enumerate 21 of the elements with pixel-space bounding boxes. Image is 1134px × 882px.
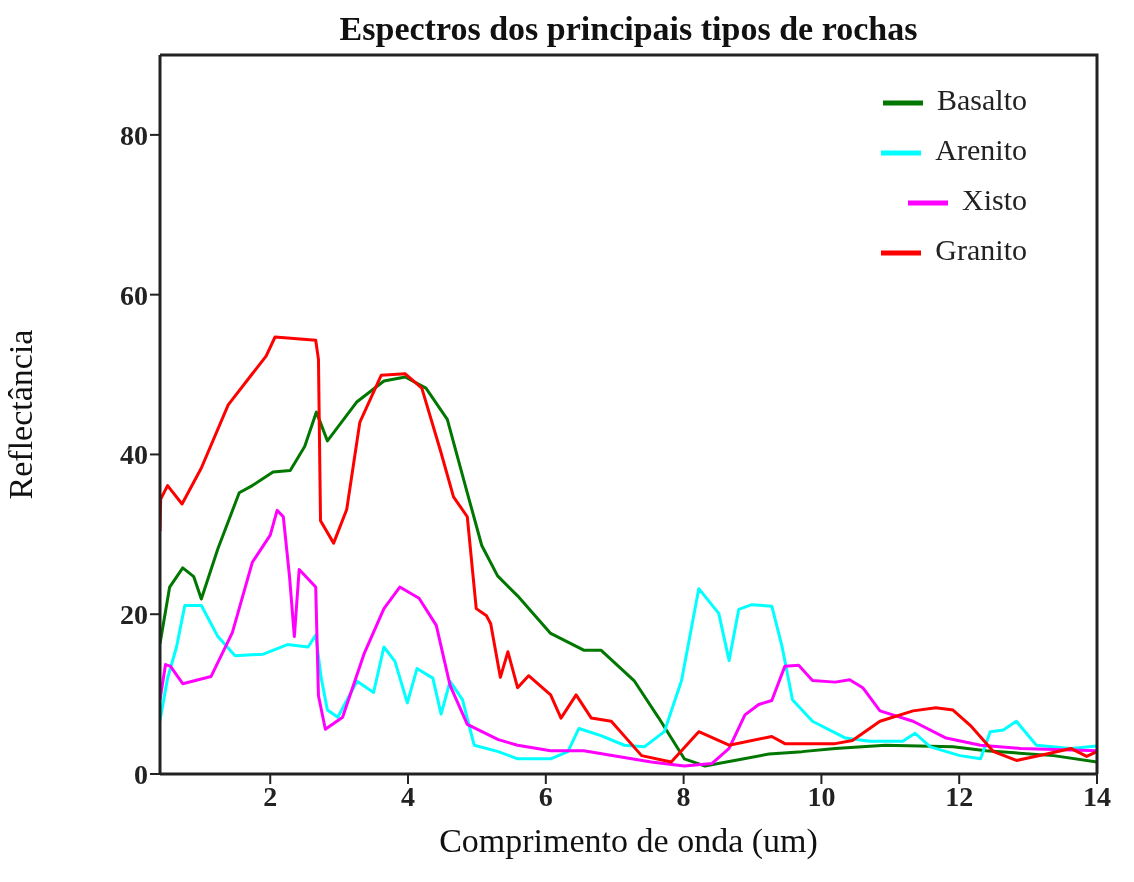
- y-tick-label: 80: [120, 119, 148, 151]
- line-series: [160, 508, 1097, 768]
- y-tick-label: 0: [134, 758, 148, 790]
- x-axis-title: Comprimento de onda (um): [439, 822, 818, 860]
- x-tick-label: 10: [807, 780, 836, 812]
- x-tick-label: 4: [401, 780, 416, 812]
- chart-title: Espectros dos principais tipos de rochas: [338, 10, 919, 48]
- legend-label: Basalto: [937, 83, 1027, 116]
- y-tick-label: 20: [120, 599, 148, 631]
- x-tick-label: 8: [676, 780, 691, 812]
- x-tick-label: 12: [945, 780, 974, 812]
- y-tick-label: 40: [120, 439, 148, 471]
- x-tick-label: 14: [1083, 780, 1111, 812]
- legend-label: Granito: [935, 233, 1027, 266]
- legend-label: Xisto: [961, 183, 1027, 216]
- line-series: [160, 587, 1097, 761]
- legend-label: Arenito: [935, 133, 1027, 166]
- y-axis-title: Reflectância: [2, 329, 40, 500]
- x-tick-label: 2: [263, 780, 278, 812]
- y-tick-label: 60: [120, 279, 148, 311]
- x-tick-label: 6: [538, 780, 553, 812]
